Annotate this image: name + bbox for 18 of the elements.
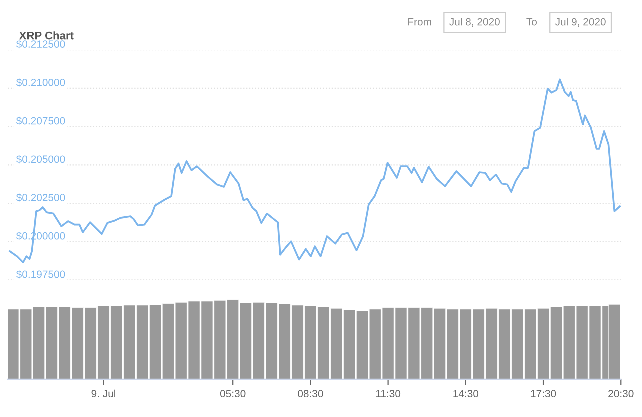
x-tick-label: 9. Jul (92, 390, 116, 398)
y-tick-label: $0.202500 (16, 194, 66, 202)
text: Jul 8, 2020 (450, 18, 500, 27)
y-tick-label: $0.210000 (16, 78, 66, 87)
y-tick-label: $0.205000 (16, 155, 66, 164)
x-tick-label: 05:30 (220, 390, 246, 398)
chart-title: XRP Chart (19, 32, 74, 40)
x-tick-label: 08:30 (298, 390, 324, 398)
x-tick-label: 20:30 (608, 390, 634, 398)
text: From (408, 18, 432, 26)
x-tick-label: 14:30 (454, 390, 479, 398)
y-tick-label: $0.197500 (16, 270, 66, 279)
y-tick-label: $0.212500 (16, 40, 66, 49)
x-tick-label: 17:30 (531, 390, 556, 398)
text: To (526, 18, 537, 26)
text: Jul 9, 2020 (555, 18, 606, 27)
y-tick-label: $0.207500 (16, 116, 66, 126)
x-tick-label: 11:30 (376, 390, 401, 398)
